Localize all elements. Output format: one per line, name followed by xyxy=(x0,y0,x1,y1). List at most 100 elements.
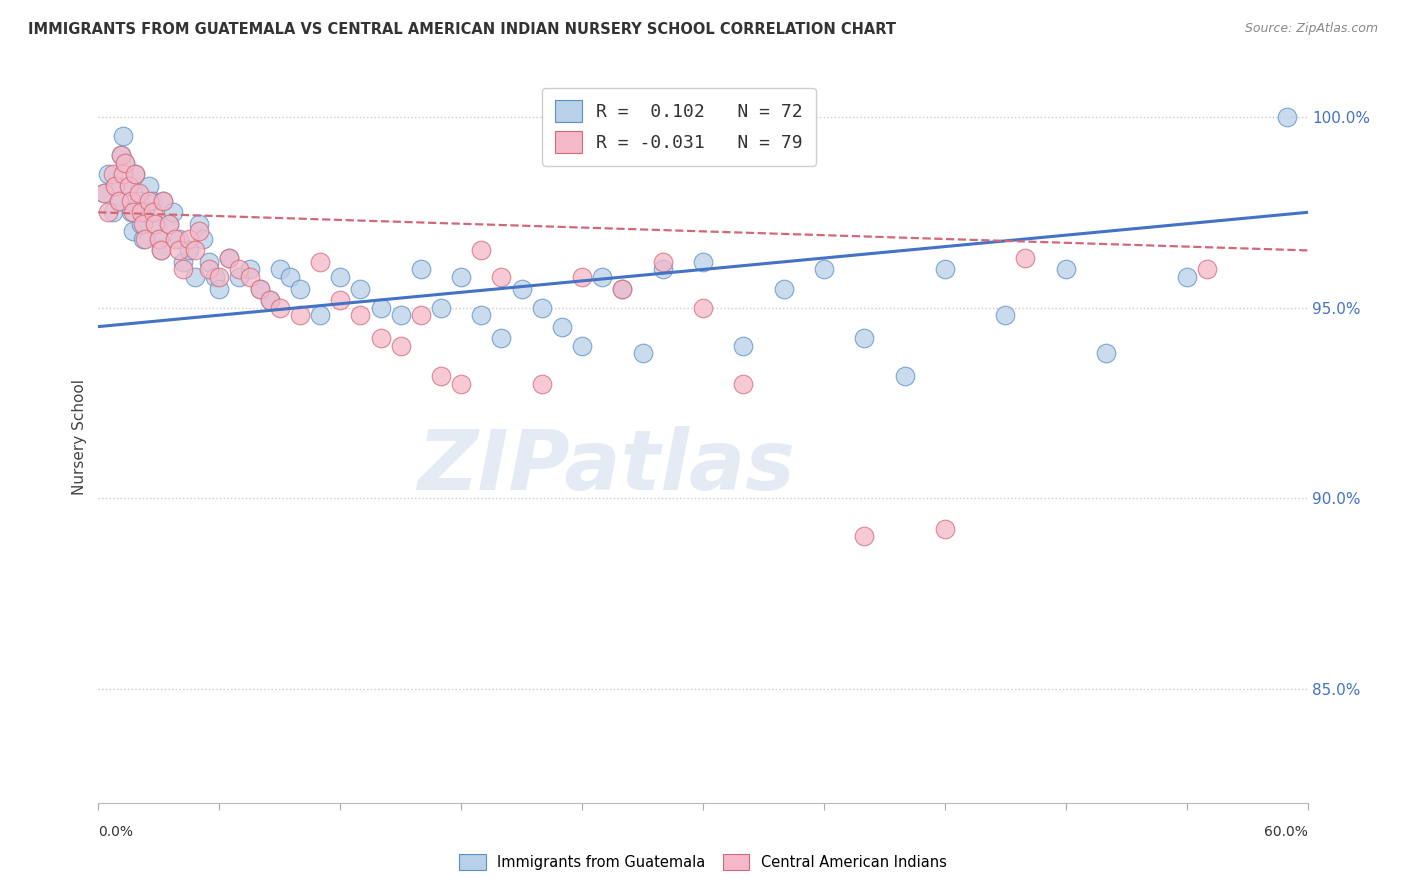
Point xyxy=(430,301,453,315)
Point xyxy=(571,339,593,353)
Point xyxy=(134,232,156,246)
Point xyxy=(249,281,271,295)
Point xyxy=(134,205,156,219)
Point xyxy=(450,376,472,391)
Point xyxy=(93,186,115,201)
Point xyxy=(1054,262,1077,277)
Point xyxy=(288,281,311,295)
Point xyxy=(101,205,124,219)
Point xyxy=(121,224,143,238)
Point xyxy=(370,331,392,345)
Point xyxy=(612,281,634,295)
Point xyxy=(278,270,301,285)
Point xyxy=(259,293,281,307)
Point xyxy=(107,194,129,208)
Point xyxy=(409,262,432,277)
Point xyxy=(124,167,146,181)
Point xyxy=(370,301,392,315)
Point xyxy=(491,331,513,345)
Point xyxy=(157,217,180,231)
Point xyxy=(813,262,835,277)
Legend: Immigrants from Guatemala, Central American Indians: Immigrants from Guatemala, Central Ameri… xyxy=(454,848,952,876)
Point xyxy=(118,178,141,193)
Point xyxy=(128,194,150,208)
Point xyxy=(97,205,120,219)
Point xyxy=(93,186,115,201)
Point xyxy=(893,369,915,384)
Point xyxy=(612,281,634,295)
Legend: R =  0.102   N = 72, R = -0.031   N = 79: R = 0.102 N = 72, R = -0.031 N = 79 xyxy=(543,87,815,166)
Point xyxy=(288,308,311,322)
Point xyxy=(188,217,211,231)
Point xyxy=(142,194,165,208)
Point xyxy=(934,522,956,536)
Point xyxy=(218,251,240,265)
Point xyxy=(733,376,755,391)
Point xyxy=(651,262,673,277)
Point xyxy=(409,308,432,322)
Point xyxy=(1195,262,1218,277)
Point xyxy=(110,148,132,162)
Point xyxy=(389,339,412,353)
Point xyxy=(692,301,714,315)
Point xyxy=(218,251,240,265)
Point xyxy=(110,148,132,162)
Point xyxy=(172,255,194,269)
Point xyxy=(772,281,794,295)
Point xyxy=(591,270,613,285)
Point xyxy=(530,376,553,391)
Point xyxy=(162,205,184,219)
Point xyxy=(510,281,533,295)
Point xyxy=(249,281,271,295)
Point xyxy=(733,339,755,353)
Point xyxy=(114,156,136,170)
Point xyxy=(1175,270,1198,285)
Point xyxy=(934,262,956,277)
Point xyxy=(128,186,150,201)
Point xyxy=(179,232,201,246)
Y-axis label: Nursery School: Nursery School xyxy=(72,379,87,495)
Text: ZIPatlas: ZIPatlas xyxy=(418,425,796,507)
Text: 0.0%: 0.0% xyxy=(98,825,134,839)
Point xyxy=(571,270,593,285)
Point xyxy=(179,244,201,258)
Point xyxy=(389,308,412,322)
Point xyxy=(111,129,134,144)
Point xyxy=(148,232,170,246)
Text: Source: ZipAtlas.com: Source: ZipAtlas.com xyxy=(1244,22,1378,36)
Point xyxy=(184,270,207,285)
Point xyxy=(651,255,673,269)
Point xyxy=(530,301,553,315)
Point xyxy=(97,167,120,181)
Point xyxy=(228,262,250,277)
Point xyxy=(853,331,876,345)
Point xyxy=(107,194,129,208)
Point xyxy=(450,270,472,285)
Point xyxy=(167,232,190,246)
Point xyxy=(228,270,250,285)
Point xyxy=(1277,110,1299,124)
Point xyxy=(138,178,160,193)
Point xyxy=(269,301,291,315)
Point xyxy=(114,156,136,170)
Point xyxy=(188,224,211,238)
Point xyxy=(269,262,291,277)
Point xyxy=(129,217,152,231)
Point xyxy=(470,244,492,258)
Point xyxy=(309,308,332,322)
Point xyxy=(309,255,332,269)
Point xyxy=(143,217,166,231)
Point xyxy=(120,194,142,208)
Point xyxy=(143,217,166,231)
Point xyxy=(551,319,574,334)
Point xyxy=(167,244,190,258)
Text: IMMIGRANTS FROM GUATEMALA VS CENTRAL AMERICAN INDIAN NURSERY SCHOOL CORRELATION : IMMIGRANTS FROM GUATEMALA VS CENTRAL AME… xyxy=(28,22,896,37)
Point xyxy=(208,281,231,295)
Point xyxy=(631,346,654,360)
Point xyxy=(132,232,155,246)
Point xyxy=(1095,346,1118,360)
Point xyxy=(101,167,124,181)
Point xyxy=(142,205,165,219)
Point xyxy=(152,194,174,208)
Point xyxy=(239,262,262,277)
